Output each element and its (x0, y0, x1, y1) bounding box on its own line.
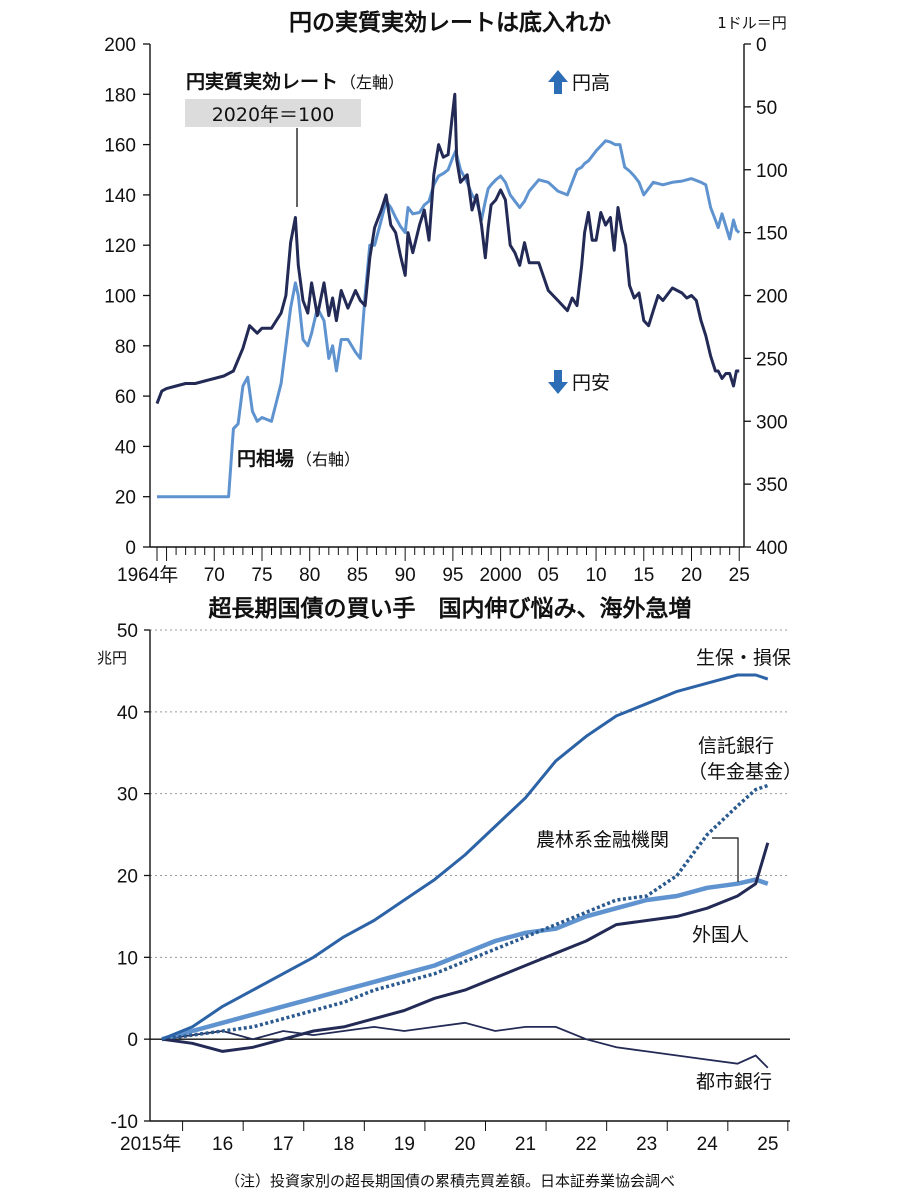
reer-axis-note: （左軸） (340, 73, 404, 92)
bottom-x-tick-label: 23 (636, 1134, 657, 1155)
bottom-y-unit: 兆円 (97, 649, 127, 667)
top-x-tick-label: 10 (585, 565, 606, 586)
bottom-y-tick-label: 30 (117, 785, 138, 806)
top-x-tick-label: 2000 (479, 565, 521, 586)
bottom-x-tick-label: 24 (697, 1134, 719, 1155)
top-left-tick-label: 120 (104, 236, 136, 257)
base-year-text: 2020年＝100 (212, 104, 335, 126)
norinchukin-line (161, 877, 769, 1042)
bottom-chart: 超長期国債の買い手 国内伸び悩み、海外急増 兆円 -1001020304050 … (97, 595, 802, 1190)
fx-label-group: 円相場 （右軸） (237, 448, 360, 470)
top-x-tick-label: 85 (347, 565, 368, 586)
top-right-tick-label: 400 (756, 538, 788, 559)
fx-label: 円相場 (237, 448, 294, 470)
yen-strong-label: 円高 (572, 72, 610, 94)
insurers-label: 生保・損保 (696, 647, 791, 669)
top-chart: 円の実質実効レートは底入れか 1ドル＝円 0204060801001201401… (104, 9, 787, 586)
base-year-box (185, 99, 361, 127)
bottom-y-tick-label: 20 (117, 867, 138, 888)
bottom-x-tick-label: 16 (212, 1134, 233, 1155)
foreigners-line (161, 842, 770, 1053)
fx-axis-note: （右軸） (296, 450, 360, 469)
reer-line (155, 92, 740, 405)
top-x-tick-label: 05 (538, 565, 559, 586)
trust-banks-label: 信託銀行 (698, 735, 774, 757)
bottom-y-tick-label: 50 (117, 621, 138, 642)
bottom-chart-title: 超長期国債の買い手 国内伸び悩み、海外急増 (209, 595, 692, 622)
top-left-tick-label: 20 (115, 488, 136, 509)
top-left-tick-label: 180 (104, 85, 136, 106)
top-left-tick-label: 40 (115, 437, 136, 458)
bottom-y-tick-label: -10 (111, 1112, 138, 1133)
top-left-tick-label: 160 (104, 136, 136, 157)
bottom-y-tick-label: 40 (117, 703, 138, 724)
bottom-x-tick-label: 25 (757, 1134, 778, 1155)
top-right-tick-label: 350 (756, 475, 788, 496)
yen-weak-arrow-icon (548, 370, 568, 394)
insurers-line (161, 673, 769, 1041)
bottom-y-tick-label: 10 (117, 948, 138, 969)
source-note: （注）投資家別の超長期国債の累積売買差額。日本証券業協会調べ (225, 1172, 675, 1190)
top-x-tick-label: 90 (395, 565, 416, 586)
top-right-ticks: 400 350 300 250 200 150 100 50 0 (744, 35, 788, 559)
top-left-ticks: 0 20 40 60 80 100 120 140 160 180 200 (104, 35, 150, 559)
top-right-tick-label: 200 (756, 287, 788, 308)
top-x-tick-label: 20 (681, 565, 702, 586)
bottom-x-tick-label: 21 (515, 1134, 536, 1155)
top-right-tick-label: 100 (756, 161, 788, 182)
bottom-x-tick-label: 20 (454, 1134, 475, 1155)
top-right-tick-label: 250 (756, 349, 788, 370)
top-x-tick-label: 15 (633, 565, 654, 586)
top-x-tick-label: 95 (442, 565, 463, 586)
top-x-tick-label: 75 (251, 565, 272, 586)
top-left-tick-label: 100 (104, 287, 136, 308)
bottom-grid (150, 629, 790, 1040)
bottom-x-tick-label: 19 (394, 1134, 415, 1155)
top-x-tick-label: 70 (204, 565, 225, 586)
bottom-x-tick-label: 2015年 (120, 1133, 181, 1155)
norinchukin-label: 農林系金融機関 (536, 829, 669, 851)
top-x-tick-label: 1964年 (117, 564, 178, 586)
bottom-x-tick-label: 18 (333, 1134, 354, 1155)
norinchukin-leader-line (712, 837, 739, 882)
top-left-tick-label: 200 (104, 35, 136, 56)
top-right-tick-label: 0 (756, 35, 767, 56)
top-right-axis-unit: 1ドル＝円 (717, 14, 787, 32)
top-left-tick-label: 140 (104, 186, 136, 207)
bottom-x-ticks: 2015年 16 17 18 19 20 21 22 23 24 25 (120, 1121, 789, 1155)
top-x-tick-label: 25 (729, 565, 750, 586)
reer-label-group: 円実質実効レート （左軸） (186, 70, 404, 93)
top-chart-title: 円の実質実効レートは底入れか (289, 9, 611, 36)
top-left-tick-label: 0 (125, 538, 136, 559)
bottom-y-tick-label: 0 (127, 1030, 138, 1051)
yen-weak-label: 円安 (572, 372, 610, 394)
top-right-tick-label: 50 (756, 98, 777, 119)
top-left-tick-label: 80 (115, 337, 136, 358)
trust-banks-sublabel: （年金基金） (688, 761, 802, 783)
bottom-x-tick-label: 22 (576, 1134, 597, 1155)
top-x-tick-label: 80 (299, 565, 320, 586)
bottom-y-ticks: -10 0 10 20 30 40 50 (111, 621, 150, 1133)
city-banks-label: 都市銀行 (696, 1071, 772, 1093)
city-banks-line (161, 1021, 769, 1069)
bottom-x-tick-label: 17 (273, 1134, 294, 1155)
top-left-tick-label: 60 (115, 387, 136, 408)
top-x-ticks: 1964年 70 75 80 85 90 95 2000 05 10 15 20 25 (117, 547, 750, 586)
top-right-tick-label: 300 (756, 412, 788, 433)
top-right-tick-label: 150 (756, 224, 788, 245)
reer-label: 円実質実効レート (186, 70, 338, 93)
yen-strong-arrow-icon (548, 70, 568, 94)
foreigners-label: 外国人 (692, 924, 749, 946)
trust-banks-line (161, 783, 769, 1041)
